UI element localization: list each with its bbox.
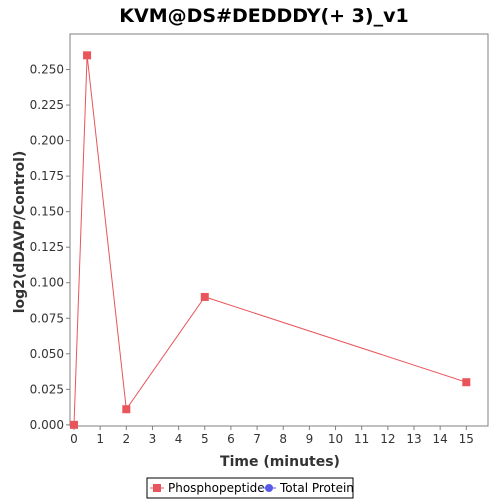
- x-axis: 0 1 2 3 4 5 6 7 8 9 10 11 12 13 14 15: [70, 426, 474, 446]
- legend-label-1: Total Protein: [279, 481, 354, 495]
- x-tick-label: 7: [253, 432, 261, 446]
- legend: Phosphopeptide Total Protein: [146, 477, 354, 499]
- data-point: [200, 292, 209, 301]
- x-tick-label: 14: [433, 432, 448, 446]
- y-tick-label: 0.125: [30, 240, 64, 254]
- y-axis: 0.000 0.025 0.050 0.075 0.100 0.125 0.150 0.175…: [30, 63, 70, 432]
- y-tick-label: 0.000: [30, 418, 64, 432]
- y-tick-label: 0.175: [30, 169, 64, 183]
- x-tick-label: 1: [96, 432, 104, 446]
- y-tick-label: 0.250: [30, 63, 64, 77]
- plot-area: [69, 33, 489, 427]
- x-tick-label: 15: [459, 432, 474, 446]
- y-tick-label: 0.050: [30, 347, 64, 361]
- legend-label-0: Phosphopeptide: [168, 481, 265, 495]
- data-point: [462, 378, 471, 387]
- legend-box: [146, 477, 354, 499]
- data-point: [83, 51, 92, 60]
- x-tick-label: 12: [380, 432, 395, 446]
- y-tick-label: 0.075: [30, 311, 64, 325]
- x-tick-label: 5: [201, 432, 209, 446]
- data-point: [70, 420, 78, 429]
- x-tick-label: 13: [406, 432, 421, 446]
- x-tick-label: 4: [175, 432, 183, 446]
- x-tick-label: 8: [279, 432, 287, 446]
- x-tick-label: 3: [149, 432, 157, 446]
- x-tick-label: 2: [122, 432, 130, 446]
- data-point: [122, 405, 131, 414]
- y-tick-label: 0.150: [30, 205, 64, 219]
- x-axis-label: Time (minutes): [220, 454, 340, 470]
- x-tick-label: 10: [328, 432, 343, 446]
- y-axis-label: log2(dDAVP/Control): [12, 151, 28, 314]
- chart-title: KVM@DS#DEDDDY(+ 3)_v1: [119, 5, 408, 27]
- x-tick-label: 9: [306, 432, 314, 446]
- x-tick-label: 11: [354, 432, 369, 446]
- y-tick-label: 0.100: [30, 276, 64, 290]
- legend-marker-1: [265, 484, 273, 492]
- y-tick-label: 0.025: [30, 382, 64, 396]
- y-tick-label: 0.225: [30, 98, 64, 112]
- series-layer: [70, 51, 471, 429]
- y-tick-label: 0.200: [30, 134, 64, 148]
- x-tick-label: 6: [227, 432, 235, 446]
- x-tick-label: 0: [70, 432, 78, 446]
- legend-marker-0: [153, 484, 161, 492]
